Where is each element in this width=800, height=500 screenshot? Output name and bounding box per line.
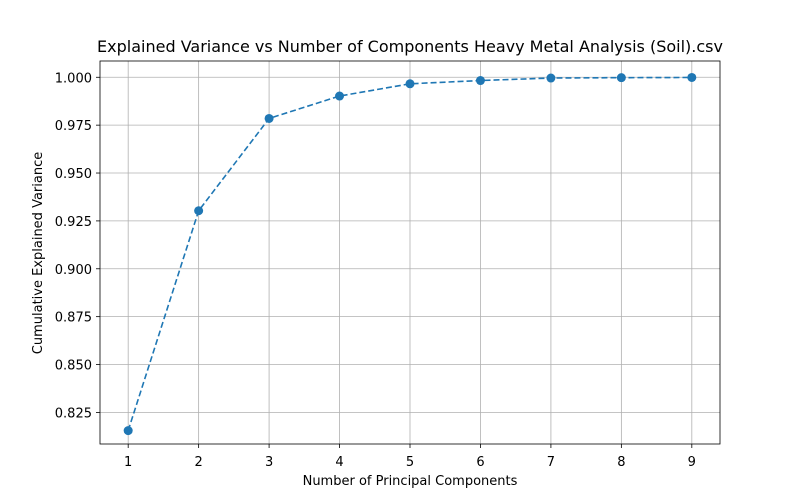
y-tick-label: 0.850: [55, 359, 92, 374]
y-tick-label: 0.925: [55, 215, 92, 230]
y-tick-label: 0.900: [55, 263, 92, 278]
data-point: [475, 76, 485, 86]
y-tick-label: 0.875: [55, 311, 92, 326]
x-tick-label: 5: [406, 455, 414, 470]
x-tick-label: 1: [124, 455, 132, 470]
x-tick-label: 4: [335, 455, 343, 470]
x-tick-label: 8: [617, 455, 625, 470]
x-tick-label: 2: [194, 455, 202, 470]
data-point: [123, 426, 133, 436]
y-tick-label: 0.950: [55, 167, 92, 182]
y-axis-label: Cumulative Explained Variance: [31, 152, 46, 354]
data-point: [687, 72, 697, 82]
x-tick-label: 6: [476, 455, 484, 470]
chart-title: Explained Variance vs Number of Componen…: [97, 37, 723, 56]
series-line: [127, 76, 692, 431]
data-point: [546, 73, 556, 83]
data-point: [616, 73, 626, 83]
x-tick-label: 9: [688, 455, 696, 470]
x-axis-label: Number of Principal Components: [303, 474, 518, 489]
data-point: [405, 79, 415, 89]
data-point: [264, 113, 274, 123]
y-tick-label: 1.000: [55, 71, 92, 86]
x-tick-label: 7: [547, 455, 555, 470]
data-point: [194, 206, 204, 216]
data-point: [335, 91, 345, 101]
axes: 1 2 3 4 5 6 7 8 9 0.825 0.850 0.875 0.900 0.925 0.950 0…: [55, 60, 721, 470]
y-tick-label: 0.975: [55, 119, 92, 134]
series: [123, 72, 697, 436]
y-tick-label: 0.825: [55, 406, 92, 421]
x-tick-label: 3: [265, 455, 273, 470]
grid: [100, 61, 720, 444]
